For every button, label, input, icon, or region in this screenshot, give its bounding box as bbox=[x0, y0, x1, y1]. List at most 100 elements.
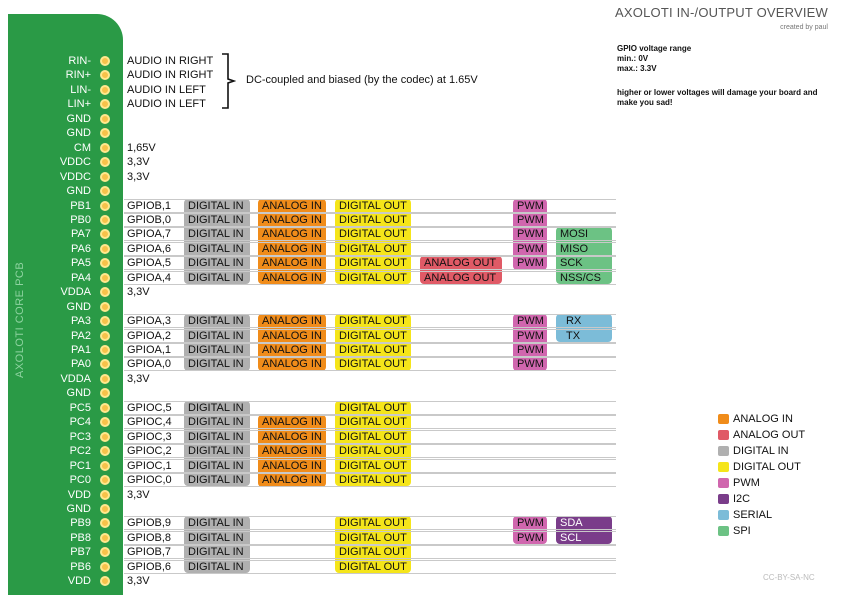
legend-label: SERIAL bbox=[733, 509, 773, 521]
pin-description: GPIOC,2 bbox=[127, 445, 172, 458]
digital-in-box: DIGITAL IN bbox=[188, 213, 244, 226]
pin-name: PB1 bbox=[70, 199, 91, 212]
pin-dot-icon bbox=[100, 128, 110, 139]
pin-row: VDDC bbox=[0, 155, 119, 169]
digital-in-box: DIGITAL IN bbox=[188, 228, 244, 241]
gpio-info-line: min.: 0V bbox=[617, 54, 649, 63]
pin-description: GPIOB,7 bbox=[127, 546, 172, 559]
pin-dot-icon bbox=[100, 142, 110, 153]
digital-in-box: DIGITAL IN bbox=[188, 546, 244, 559]
pin-description: GPIOB,6 bbox=[127, 560, 172, 573]
row-guide-line bbox=[124, 429, 616, 444]
pwm-box: PWM bbox=[517, 213, 544, 226]
pin-description: AUDIO IN RIGHT bbox=[127, 55, 214, 67]
pin-name: PB0 bbox=[70, 213, 91, 226]
pin-description: 3,3V bbox=[127, 575, 150, 588]
row-guide-line bbox=[124, 270, 616, 285]
pin-dot-icon bbox=[100, 460, 110, 471]
pin-name: VDDA bbox=[60, 286, 91, 299]
pin-name: PB8 bbox=[70, 531, 91, 544]
audio-brace bbox=[222, 53, 236, 109]
pin-description: GPIOA,1 bbox=[127, 344, 172, 356]
pin-description: GPIOA,3 bbox=[127, 315, 172, 328]
pin-dot-icon bbox=[100, 70, 110, 81]
pin-name: VDDA bbox=[60, 372, 91, 385]
digital-in-box: DIGITAL IN bbox=[188, 329, 244, 342]
pin-dot-icon bbox=[100, 402, 110, 413]
pin-row: PA2 bbox=[0, 329, 119, 343]
pin-dot-icon bbox=[100, 532, 110, 543]
analog-in-box: ANALOG IN bbox=[262, 213, 322, 226]
function-group-bg bbox=[258, 415, 326, 487]
digital-in-box: DIGITAL IN bbox=[188, 459, 244, 472]
analog-in-box: ANALOG IN bbox=[262, 459, 322, 472]
digital-in-box: DIGITAL IN bbox=[188, 401, 244, 414]
pwm-box: PWM bbox=[517, 257, 544, 270]
digital-out-box: DIGITAL OUT bbox=[339, 546, 407, 559]
pin-name: VDDC bbox=[59, 170, 91, 183]
pin-description: GPIOC,5 bbox=[127, 401, 172, 414]
pwm-box: PWM bbox=[517, 228, 544, 241]
digital-in-box: DIGITAL IN bbox=[188, 416, 244, 429]
digital-in-box: DIGITAL IN bbox=[188, 445, 244, 458]
legend-label: SPI bbox=[733, 525, 751, 537]
legend-swatch-icon bbox=[718, 430, 729, 440]
legend-label: DIGITAL IN bbox=[733, 445, 789, 457]
pwm-box: PWM bbox=[517, 344, 544, 356]
pin-description: GPIOC,0 bbox=[127, 474, 172, 487]
pin-description: GPIOA,5 bbox=[127, 257, 172, 270]
pin-name: CM bbox=[73, 141, 91, 154]
pin-description: 1,65V bbox=[127, 141, 156, 154]
pin-name: PB9 bbox=[70, 517, 91, 530]
pin-dot-icon bbox=[100, 272, 110, 283]
pin-name: VDD bbox=[67, 575, 91, 588]
pin-row: PA4 bbox=[0, 271, 119, 285]
pin-row: GND bbox=[0, 126, 119, 140]
row-guide-line bbox=[124, 256, 616, 271]
pin-row: PA5 bbox=[0, 256, 119, 270]
alt-func-box: SDA bbox=[560, 517, 583, 530]
pin-dot-icon bbox=[100, 359, 110, 370]
pin-row: PB9 bbox=[0, 516, 119, 530]
digital-out-box: DIGITAL OUT bbox=[339, 531, 407, 544]
pin-description: GPIOB,0 bbox=[127, 213, 172, 226]
legend-label: ANALOG IN bbox=[733, 413, 793, 425]
pin-row: PB7 bbox=[0, 545, 119, 559]
legend-swatch-icon bbox=[718, 462, 729, 472]
pin-name: PA6 bbox=[71, 242, 91, 255]
pin-name: GND bbox=[66, 300, 91, 313]
pin-row: GND bbox=[0, 386, 119, 400]
pin-name: RIN- bbox=[68, 55, 91, 67]
analog-in-box: ANALOG IN bbox=[262, 257, 322, 270]
analog-in-box: ANALOG IN bbox=[262, 315, 322, 328]
pin-dot-icon bbox=[100, 229, 110, 240]
digital-out-box: DIGITAL OUT bbox=[339, 358, 407, 371]
pwm-box: PWM bbox=[517, 517, 544, 530]
alt-func-box: SCK bbox=[560, 257, 583, 270]
alt-func-box: TX bbox=[566, 329, 581, 342]
row-guide-line bbox=[124, 212, 616, 227]
digital-out-box: DIGITAL OUT bbox=[339, 416, 407, 429]
digital-in-box: DIGITAL IN bbox=[188, 474, 244, 487]
pin-row: PA0 bbox=[0, 357, 119, 371]
analog-in-box: ANALOG IN bbox=[262, 445, 322, 458]
row-guide-line bbox=[124, 400, 616, 415]
pin-name: PA0 bbox=[71, 358, 91, 371]
pin-row: PB8 bbox=[0, 531, 119, 545]
pin-description: GPIOB,1 bbox=[127, 199, 172, 212]
pin-description: GPIOA,2 bbox=[127, 329, 172, 342]
pin-dot-icon bbox=[100, 301, 110, 312]
pin-dot-icon bbox=[100, 388, 110, 399]
gpio-info-line: GPIO voltage range bbox=[617, 44, 692, 53]
pin-description: GPIOA,7 bbox=[127, 228, 172, 241]
analog-in-box: ANALOG IN bbox=[262, 416, 322, 429]
analog-in-box: ANALOG IN bbox=[262, 358, 322, 371]
pin-dot-icon bbox=[100, 84, 110, 95]
pin-row: RIN- bbox=[0, 54, 119, 68]
row-guide-line bbox=[124, 328, 616, 343]
digital-out-box: DIGITAL OUT bbox=[339, 459, 407, 472]
pin-dot-icon bbox=[100, 518, 110, 529]
pin-dot-icon bbox=[100, 258, 110, 269]
pin-dot-icon bbox=[100, 330, 110, 341]
pin-name: PA7 bbox=[71, 228, 91, 241]
